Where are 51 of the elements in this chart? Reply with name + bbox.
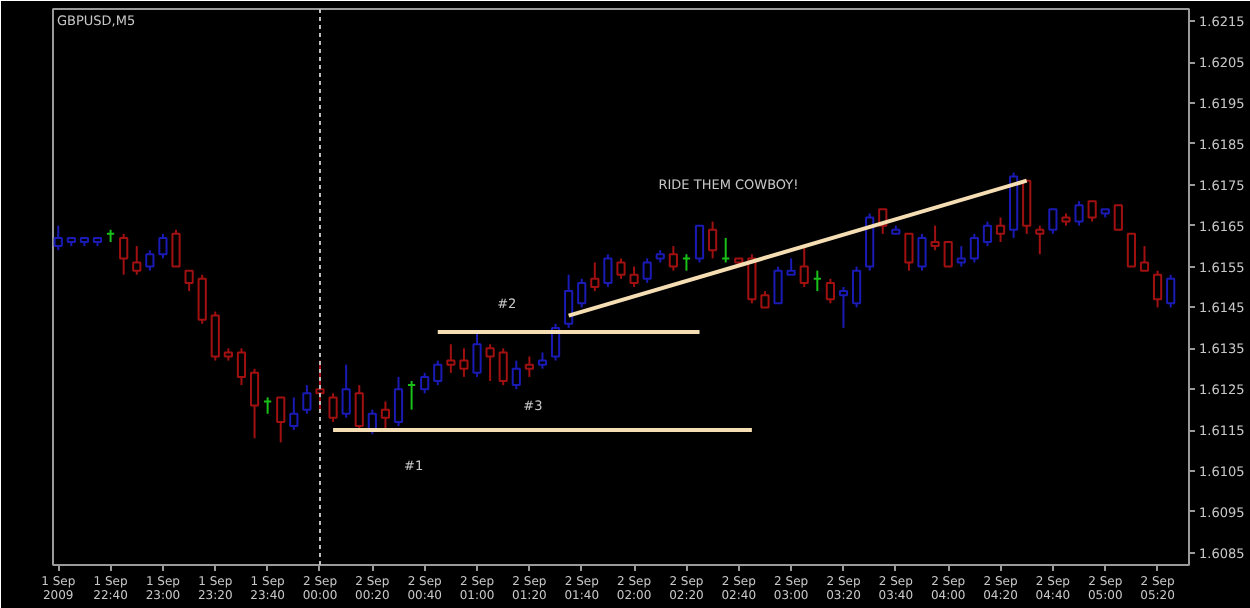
candlestick xyxy=(328,392,338,423)
candlestick xyxy=(236,347,247,387)
candlestick xyxy=(838,286,849,329)
candlestick xyxy=(1166,273,1176,309)
candlestick xyxy=(341,363,351,419)
candlestick xyxy=(982,220,993,248)
candlestick xyxy=(708,220,718,260)
candlestick xyxy=(511,359,521,391)
candlestick xyxy=(1126,232,1137,268)
candlestick xyxy=(564,273,574,329)
candlestick xyxy=(851,265,862,309)
candlestick xyxy=(1113,204,1123,231)
candlestick xyxy=(354,384,364,432)
candlestick xyxy=(629,265,639,288)
candlestick xyxy=(184,269,194,293)
candlestick xyxy=(380,400,391,432)
candlestick xyxy=(498,347,508,387)
candlestick xyxy=(799,245,809,288)
candlestick xyxy=(420,371,430,395)
candlestick xyxy=(197,273,207,325)
candlestick xyxy=(433,359,443,387)
candlestick xyxy=(315,359,325,411)
candlestick xyxy=(969,232,979,264)
candlestick xyxy=(145,249,155,272)
candlestick xyxy=(930,224,940,252)
candlestick xyxy=(825,277,835,305)
candlestick xyxy=(590,261,600,293)
candlestick xyxy=(1139,245,1150,272)
candlestick xyxy=(668,245,678,272)
candlestick xyxy=(249,367,260,440)
candlestick xyxy=(485,343,495,383)
candlestick xyxy=(524,355,534,378)
candlestick xyxy=(995,216,1006,244)
candlestick xyxy=(1048,208,1058,235)
candlestick xyxy=(446,343,456,374)
candlestick xyxy=(393,375,404,427)
candlestick xyxy=(642,257,652,284)
candlestick xyxy=(694,224,705,264)
candlestick xyxy=(577,277,587,309)
candlestick xyxy=(1035,224,1045,256)
candlestick xyxy=(956,245,966,268)
candlestick xyxy=(132,245,142,276)
candlestick xyxy=(276,396,286,444)
candlestick xyxy=(210,310,220,362)
candlestick xyxy=(1152,269,1163,309)
candlestick xyxy=(1087,200,1097,223)
candlestick xyxy=(302,384,312,415)
candlestick xyxy=(943,241,953,268)
candlestick xyxy=(119,232,129,276)
candlestick xyxy=(1022,179,1032,235)
candlestick xyxy=(289,396,299,432)
